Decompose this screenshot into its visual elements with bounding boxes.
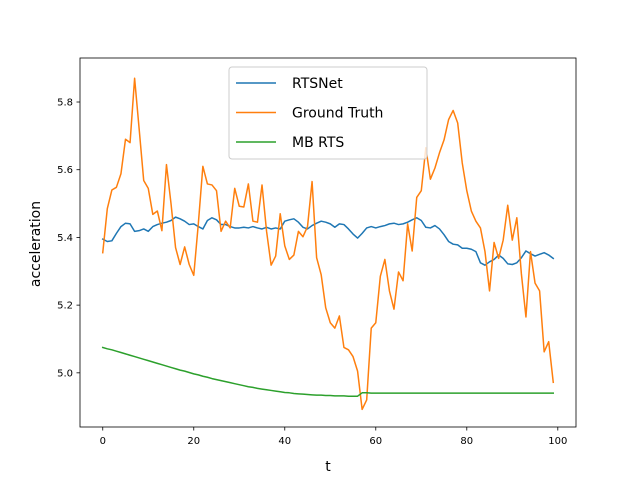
plot-frame: [79, 57, 577, 428]
y-axis-title: acceleration: [28, 201, 44, 287]
x-tick-label: 0: [100, 436, 106, 447]
y-tick-label: 5.4: [57, 233, 73, 244]
x-tick-label: 20: [187, 436, 200, 447]
x-axis: 0 20 40 60 80 100: [100, 427, 567, 447]
series-line-3: [101, 346, 554, 397]
series-layer: [101, 77, 555, 411]
legend-label: Ground Truth: [292, 106, 383, 122]
series-line-1: [101, 216, 555, 266]
y-tick-label: 5.0: [57, 368, 73, 379]
y-tick-label: 5.8: [57, 98, 73, 109]
y-tick-label: 5.2: [57, 301, 73, 312]
series-line-2: [101, 77, 555, 411]
legend-label: MB RTS: [292, 135, 344, 151]
y-tick-label: 5.6: [57, 165, 73, 176]
x-tick-label: 100: [548, 436, 567, 447]
legend-label: RTSNet: [292, 76, 343, 92]
x-tick-label: 80: [460, 436, 473, 447]
legend-box: [228, 66, 428, 160]
x-axis-title: t: [325, 459, 331, 475]
x-tick-label: 60: [369, 436, 382, 447]
x-tick-label: 40: [278, 436, 291, 447]
y-axis: 5.0 5.2 5.4 5.6 5.8: [57, 98, 80, 379]
legend: RTSNet Ground Truth MB RTS: [228, 66, 428, 160]
